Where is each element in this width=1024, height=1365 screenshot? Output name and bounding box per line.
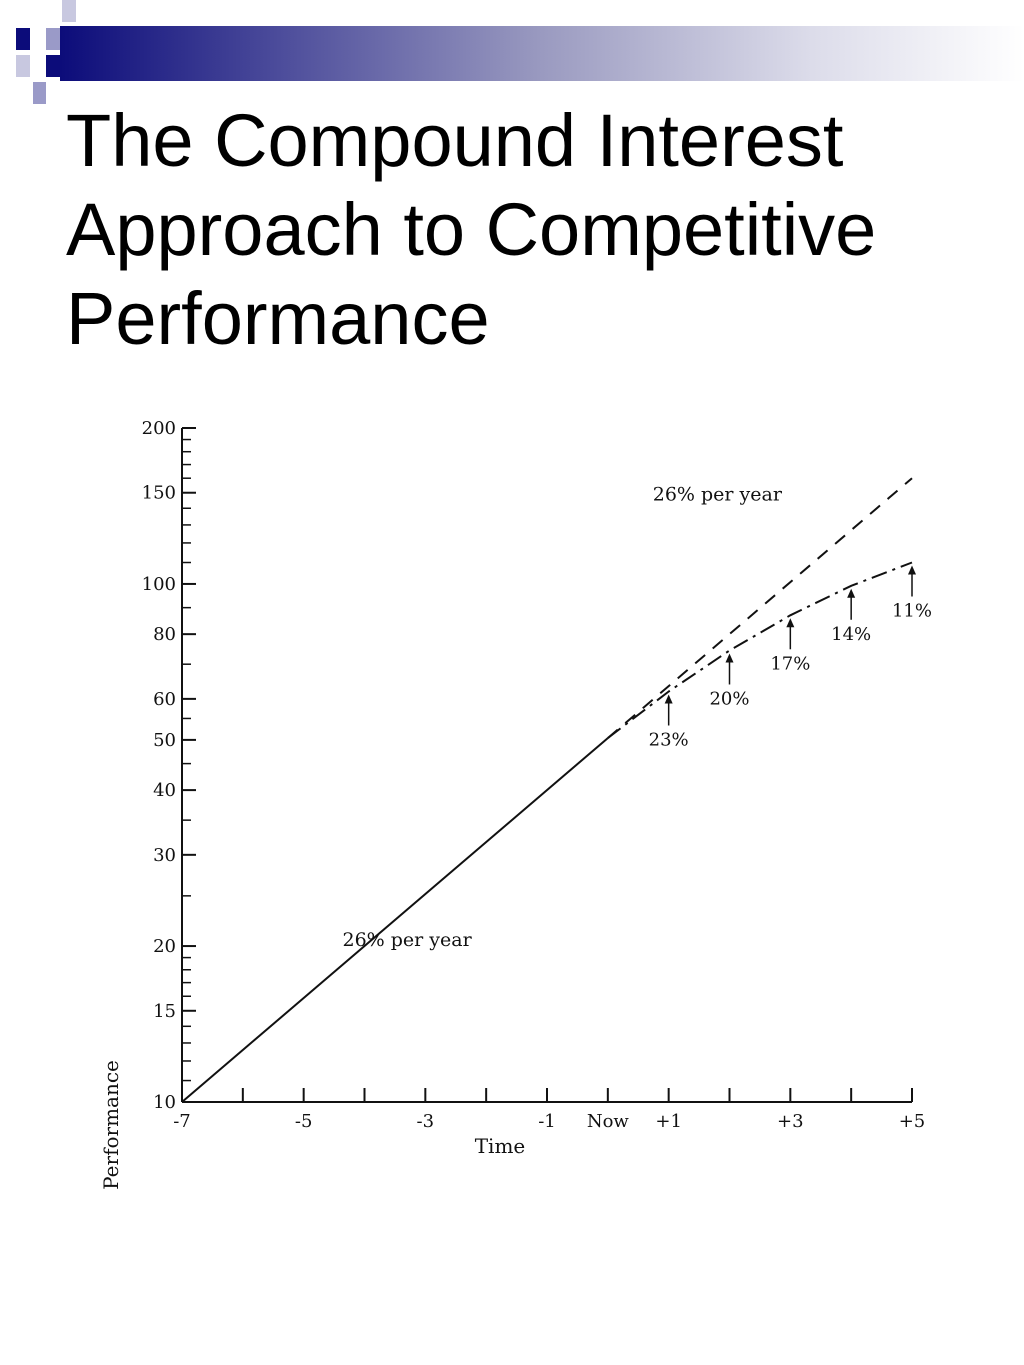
- series-line-dashed: [607, 477, 913, 739]
- growth-rate-arrowhead: [786, 618, 795, 628]
- growth-rate-arrowhead: [847, 588, 856, 598]
- y-tick-label: 40: [153, 780, 176, 801]
- growth-rate-label: 23%: [649, 730, 689, 751]
- x-tick-label: -7: [173, 1111, 191, 1132]
- header-gradient-bar: [60, 26, 1024, 81]
- x-tick-label: +1: [655, 1111, 682, 1132]
- decor-square: [46, 55, 60, 77]
- y-tick-label: 10: [153, 1092, 176, 1113]
- slide-title: The Compound Interest Approach to Compet…: [66, 96, 986, 363]
- x-tick-label: Now: [587, 1111, 630, 1132]
- growth-rate-label: 14%: [831, 624, 871, 645]
- y-tick-label: 15: [153, 1001, 176, 1022]
- growth-rate-arrowhead: [908, 565, 916, 575]
- lower-rate-annotation: 26% per year: [342, 929, 472, 951]
- y-tick-label: 200: [142, 418, 176, 439]
- y-axis-label: Performance: [99, 1060, 123, 1190]
- series-line-dash-dot: [607, 561, 913, 739]
- decor-square: [16, 28, 30, 50]
- chart-axes: 10 15 20 30 40 50 60 80 100 150 200 -7 -5 -3 -1 Now +1 +3…: [142, 418, 926, 1132]
- y-tick-label: 100: [142, 574, 176, 595]
- x-tick-label: -3: [417, 1111, 435, 1132]
- y-tick-label: 80: [153, 624, 176, 645]
- slide-title-line: Performance: [66, 277, 490, 360]
- decor-square: [16, 55, 30, 77]
- y-tick-label: 50: [153, 730, 176, 751]
- x-tick-label: -1: [538, 1111, 556, 1132]
- chart-annotations: 23% 20% 17% 14% 11% 26% per year 26% per year: [342, 483, 932, 951]
- series-line-solid: [181, 737, 609, 1103]
- x-tick-label: +3: [777, 1111, 804, 1132]
- upper-rate-annotation: 26% per year: [653, 483, 783, 505]
- decor-square: [46, 28, 60, 50]
- decor-square: [62, 0, 76, 22]
- y-tick-label: 20: [153, 936, 176, 957]
- chart-series: [181, 477, 913, 1103]
- x-tick-label: -5: [295, 1111, 313, 1132]
- growth-rate-label: 17%: [770, 653, 810, 674]
- x-tick-label: +5: [899, 1111, 926, 1132]
- decor-square: [33, 28, 46, 50]
- x-axis-label: Time: [475, 1134, 526, 1158]
- decor-square: [33, 82, 46, 104]
- growth-rate-label: 11%: [892, 601, 932, 622]
- y-tick-label: 30: [153, 845, 176, 866]
- growth-rate-arrowhead: [725, 653, 734, 663]
- slide-title-line: Approach to Competitive: [66, 188, 877, 271]
- y-tick-label: 60: [153, 689, 176, 710]
- performance-chart: 10 15 20 30 40 50 60 80 100 150 200 -7 -5 -3 -1 Now +1 +3…: [99, 418, 932, 1190]
- y-tick-label: 150: [142, 483, 176, 504]
- growth-rate-label: 20%: [709, 688, 749, 709]
- slide-decoration: [0, 0, 1024, 110]
- growth-rate-arrowhead: [664, 694, 673, 704]
- slide-title-line: The Compound Interest: [66, 99, 844, 182]
